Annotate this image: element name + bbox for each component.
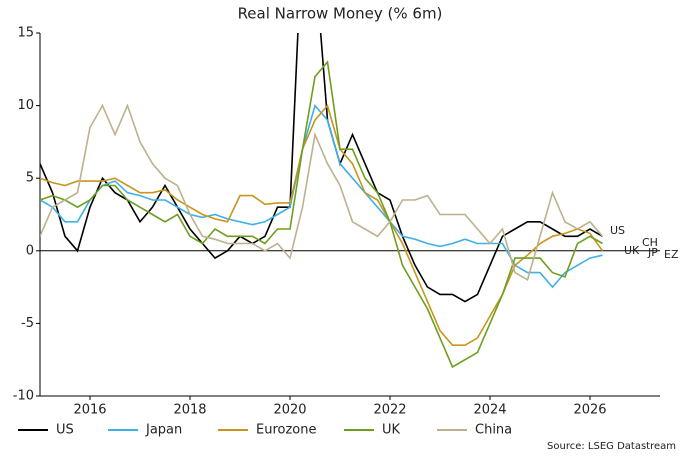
annotation: US <box>610 224 625 237</box>
plot-area <box>40 33 604 369</box>
y-tick-label: 15 <box>17 26 34 41</box>
legend-label: Eurozone <box>256 423 316 438</box>
y-tick-label: -10 <box>13 389 34 404</box>
x-tick-label: 2016 <box>73 403 106 418</box>
x-tick-label: 2022 <box>373 403 406 418</box>
series-line <box>40 103 604 346</box>
legend-label: UK <box>382 423 401 438</box>
x-tick-label: 2020 <box>273 403 306 418</box>
annotation: UK <box>624 244 640 257</box>
x-tick-label: 2026 <box>573 403 606 418</box>
chart-title: Real Narrow Money (% 6m) <box>238 5 443 23</box>
series-line <box>40 103 604 282</box>
series-line <box>40 60 603 369</box>
y-tick-label: 10 <box>17 98 34 113</box>
annotation: EZ <box>664 248 679 261</box>
y-tick-label: 0 <box>26 243 34 258</box>
x-tick-label: 2024 <box>473 403 506 418</box>
legend-label: US <box>56 423 74 438</box>
legend-label: Japan <box>145 423 182 438</box>
series-line <box>40 33 603 303</box>
x-tick-label: 2018 <box>173 403 206 418</box>
source: Source: LSEG Datastream <box>547 441 676 452</box>
legend-label: China <box>475 423 512 438</box>
annotation: JP <box>647 246 658 259</box>
annotation: CH <box>642 236 658 249</box>
y-tick-label: -5 <box>21 316 34 331</box>
y-tick-label: 5 <box>26 171 34 186</box>
